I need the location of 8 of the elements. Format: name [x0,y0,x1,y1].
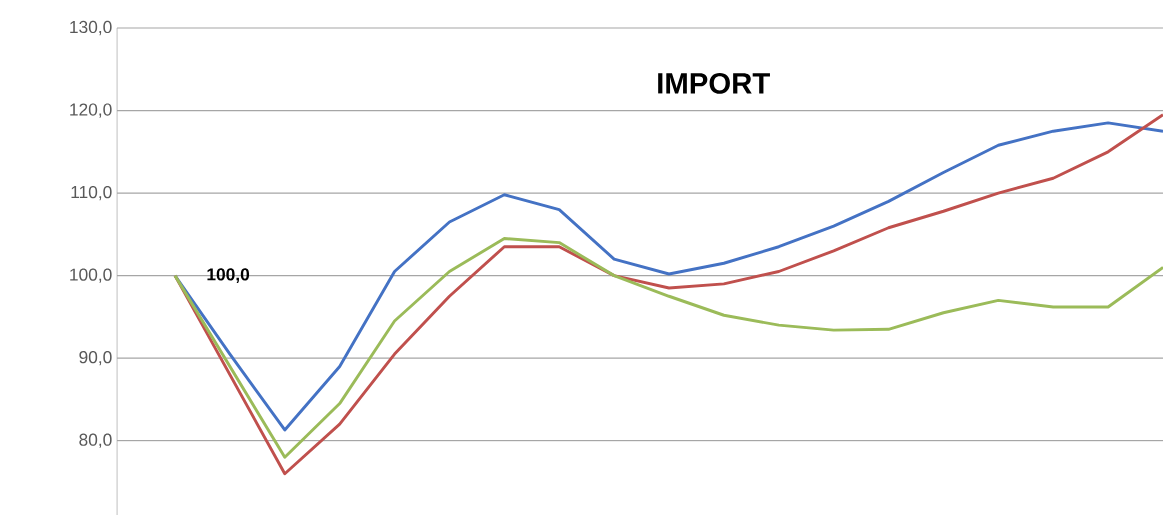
y-tick-label: 120,0 [70,103,112,118]
y-tick-label: 80,0 [79,433,112,448]
y-tick-label: 130,0 [70,20,112,36]
y-tick-label: 110,0 [71,185,112,201]
y-tick-label: 90,0 [79,351,112,366]
text: IMPORT [658,72,770,94]
y-tick-label: 100,0 [70,268,112,283]
annotation: 100,0 [207,268,250,284]
